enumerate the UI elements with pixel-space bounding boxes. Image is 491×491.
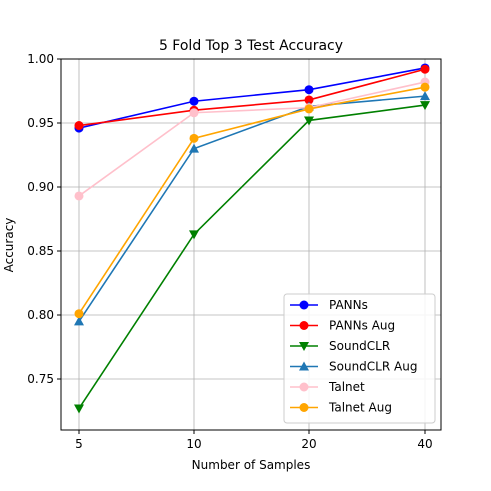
- y-tick-label: 0.85: [27, 244, 54, 258]
- series-line-panns-aug: [78, 68, 426, 127]
- series-layer: [74, 63, 430, 414]
- legend-item-soundclr-aug: SoundCLR Aug: [290, 360, 417, 374]
- legend-item-talnet: Talnet: [290, 380, 365, 394]
- plot-frame: [60, 58, 442, 431]
- x-tick-label: 10: [186, 437, 201, 451]
- legend-box: [283, 293, 436, 424]
- data-point-panns-aug: [304, 95, 314, 105]
- data-point-talnet-aug: [304, 104, 314, 114]
- data-point-soundclr: [304, 116, 314, 126]
- legend-marker: [299, 300, 309, 310]
- ticks: 5 10 20 40 0.75 0.80 0.85 0.90 0.95 1.00: [27, 52, 432, 451]
- data-point-soundclr-aug: [420, 91, 430, 101]
- legend-label: SoundCLR Aug: [329, 360, 417, 374]
- legend-label: Talnet: [328, 380, 365, 394]
- y-tick-label: 0.95: [27, 116, 54, 130]
- x-tick-label: 40: [417, 437, 432, 451]
- series-line-panns: [78, 67, 426, 129]
- data-point-soundclr: [420, 101, 430, 111]
- data-point-soundclr-aug: [189, 143, 199, 153]
- data-point-soundclr-aug: [74, 316, 84, 326]
- legend: PANNs PANNs Aug SoundCLR SoundCLR Aug Talnet…: [283, 293, 436, 424]
- data-point-panns-aug: [74, 121, 84, 131]
- legend-item-panns-aug: PANNs Aug: [290, 319, 395, 333]
- legend-label: Talnet Aug: [328, 401, 392, 415]
- x-tick-label: 20: [301, 437, 316, 451]
- data-point-talnet-aug: [189, 133, 199, 143]
- data-point-talnet: [74, 191, 84, 201]
- x-tick-label: 5: [75, 437, 83, 451]
- legend-marker: [299, 382, 309, 392]
- data-point-talnet-aug: [420, 82, 430, 92]
- data-point-talnet: [189, 108, 199, 118]
- y-tick-label: 0.90: [27, 180, 54, 194]
- legend-marker: [299, 361, 309, 371]
- series-line-soundclr-aug: [78, 95, 426, 322]
- y-axis-label: Accuracy: [2, 218, 16, 273]
- legend-marker: [299, 321, 309, 330]
- series-line-talnet: [78, 81, 426, 197]
- data-point-soundclr: [189, 230, 199, 240]
- x-axis-label: Number of Samples: [192, 458, 311, 472]
- series-line-talnet-aug: [78, 86, 426, 315]
- legend-label: PANNs: [329, 298, 368, 312]
- data-point-panns: [304, 85, 314, 95]
- legend-item-soundclr: SoundCLR: [290, 339, 390, 353]
- chart-title: 5 Fold Top 3 Test Accuracy: [159, 38, 343, 54]
- y-tick-label: 0.80: [27, 308, 54, 322]
- data-point-panns-aug: [420, 64, 430, 74]
- legend-item-panns: PANNs: [290, 298, 368, 312]
- data-point-panns: [189, 96, 199, 106]
- series-talnet-aug: [74, 82, 430, 319]
- y-tick-label: 1.00: [27, 52, 54, 66]
- data-point-talnet-aug: [74, 309, 84, 319]
- legend-label: PANNs Aug: [329, 319, 395, 333]
- legend-marker: [299, 403, 309, 412]
- series-line-soundclr: [78, 104, 426, 409]
- y-tick-label: 0.75: [27, 372, 54, 386]
- legend-label: SoundCLR: [329, 339, 390, 353]
- data-point-soundclr: [74, 404, 84, 414]
- series-soundclr: [74, 101, 430, 414]
- legend-item-talnet-aug: Talnet Aug: [290, 401, 392, 415]
- legend-marker: [299, 342, 309, 351]
